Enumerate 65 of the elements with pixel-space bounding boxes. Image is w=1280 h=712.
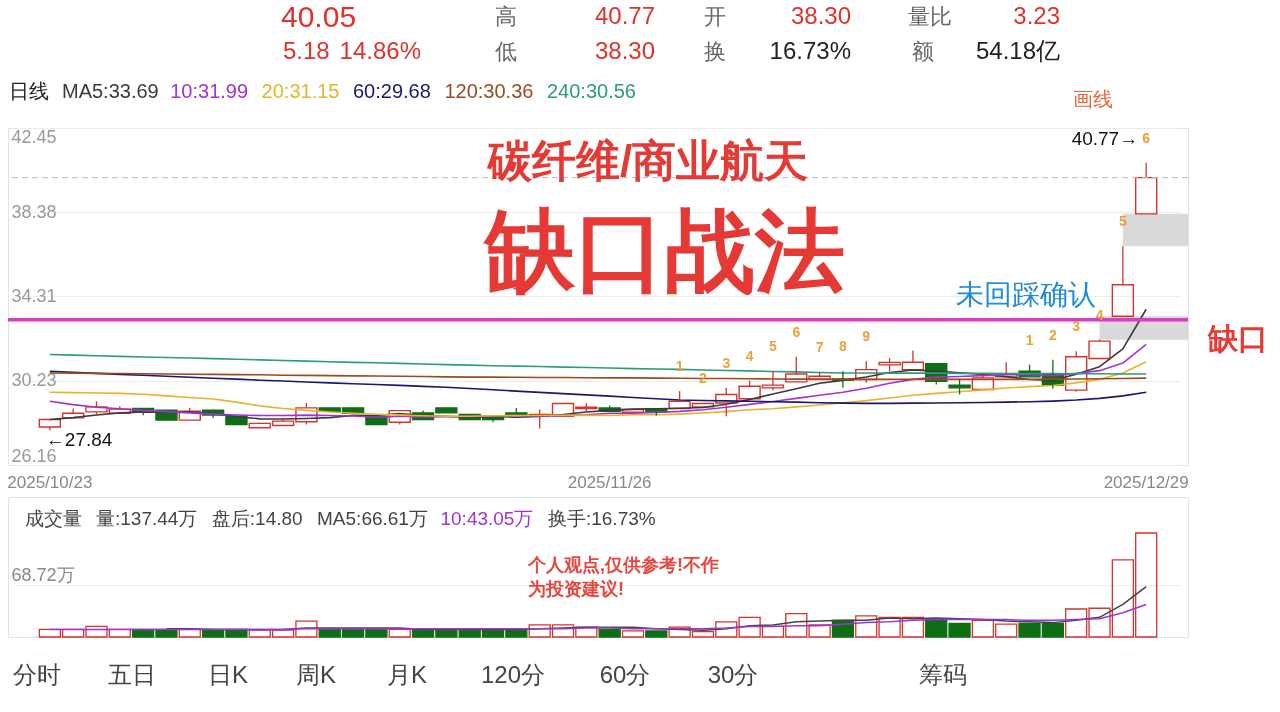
text: 开 bbox=[704, 4, 726, 29]
text: 高 bbox=[495, 4, 517, 29]
chart-title: 碳纤维/商业航天 bbox=[485, 136, 809, 185]
y-tick-label: 68.72万 bbox=[11, 565, 75, 586]
text: 10:43.05万 bbox=[440, 508, 534, 529]
text: 38.30 bbox=[594, 37, 655, 64]
text: 5.18 bbox=[283, 37, 330, 64]
text: 14.86% bbox=[339, 37, 421, 64]
text: 4 bbox=[745, 347, 754, 364]
y-tick-label: 38.38 bbox=[11, 201, 57, 222]
text: 10:31.99 bbox=[170, 80, 249, 102]
text: 筹码 bbox=[919, 661, 967, 688]
annotation: 40.77→ bbox=[1071, 127, 1139, 149]
legend-title: 成交量 bbox=[25, 508, 82, 529]
text: 6 bbox=[1142, 129, 1151, 146]
text: 30分 bbox=[707, 661, 759, 688]
text: MA5:33.69 bbox=[62, 80, 159, 102]
band-label: 缺口 bbox=[1207, 321, 1268, 355]
y-tick-label: 30.23 bbox=[11, 370, 57, 391]
text: 周K bbox=[295, 661, 337, 688]
text: 16.73% bbox=[769, 37, 851, 64]
text: 40.05 bbox=[281, 0, 357, 33]
text: 120:30.36 bbox=[444, 80, 534, 102]
text: 缺口战法 bbox=[483, 201, 845, 301]
text: 3 bbox=[1072, 318, 1081, 335]
annotation: 量:137.44万 bbox=[96, 508, 198, 529]
text: MA5:66.61万 bbox=[317, 508, 428, 529]
text: 换 bbox=[704, 39, 726, 64]
text: 3.23 bbox=[1013, 2, 1060, 29]
text: 120分 bbox=[480, 661, 546, 688]
text: 2 bbox=[1048, 326, 1057, 343]
text: 画线 bbox=[1073, 88, 1113, 110]
annotation: 换手:16.73% bbox=[547, 508, 656, 529]
y-tick-label: 26.16 bbox=[11, 445, 57, 466]
ref-line-label: 未回踩确认 bbox=[956, 278, 1096, 310]
text: 日K bbox=[207, 661, 249, 688]
text: 60分 bbox=[599, 661, 651, 688]
legend-title: 日线 bbox=[9, 80, 49, 102]
text: 分时 bbox=[13, 661, 61, 688]
x-tick-label: 2025/11/26 bbox=[567, 472, 652, 492]
text: 量比 bbox=[908, 4, 952, 29]
x-tick-label: 2025/12/29 bbox=[1103, 472, 1189, 492]
text: 38.30 bbox=[790, 2, 851, 29]
text: 月K bbox=[386, 661, 428, 688]
y-tick-label: 42.45 bbox=[11, 126, 57, 147]
text: 240:30.56 bbox=[547, 80, 636, 102]
text: 8 bbox=[839, 338, 847, 355]
text: 40.77 bbox=[594, 2, 655, 29]
text: 五日 bbox=[108, 661, 156, 688]
text: 9 bbox=[862, 328, 871, 345]
x-tick-label: 2025/10/23 bbox=[7, 472, 93, 492]
text: 额 bbox=[912, 39, 934, 64]
annotation: 个人观点,仅供参考!不作为投资建议! bbox=[527, 555, 719, 599]
annotation: 盘后:14.80 bbox=[211, 508, 303, 529]
text: 1 bbox=[1025, 331, 1034, 348]
text: 60:29.68 bbox=[353, 80, 431, 102]
text: 低 bbox=[495, 39, 517, 64]
text: 5 bbox=[769, 338, 777, 355]
text: 7 bbox=[815, 338, 824, 355]
text: 54.18亿 bbox=[975, 37, 1060, 64]
text: 6 bbox=[792, 323, 801, 340]
text: 3 bbox=[722, 354, 731, 371]
text: 20:31.15 bbox=[261, 80, 340, 102]
text: 5 bbox=[1118, 213, 1127, 230]
y-tick-label: 34.31 bbox=[11, 285, 57, 306]
